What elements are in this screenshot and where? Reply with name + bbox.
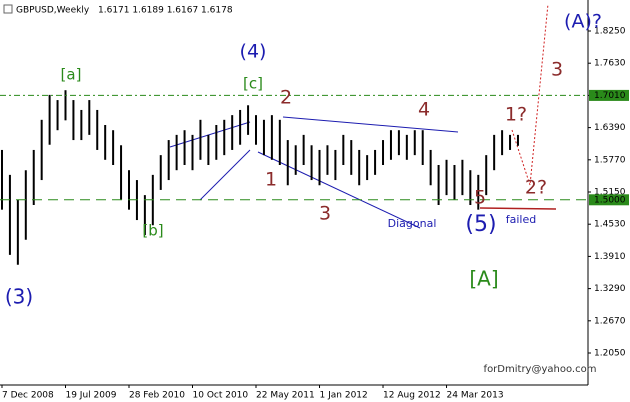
y-tick-label: 1.2050 <box>594 349 626 359</box>
y-tick-label: 1.4530 <box>594 220 626 230</box>
y-tick-label: 1.8250 <box>594 27 626 37</box>
trendline <box>169 121 251 148</box>
x-tick-label: 12 Aug 2012 <box>383 391 441 401</box>
symbol-icon <box>3 4 13 14</box>
y-tick-label: 1.3290 <box>594 284 626 294</box>
y-tick-label: 1.5150 <box>594 188 626 198</box>
wave-label: Diagonal <box>388 217 437 230</box>
trendline <box>199 149 251 201</box>
wave-label: [A] <box>469 267 498 291</box>
wave-label: 3 <box>551 59 563 81</box>
y-tick-label: 1.5770 <box>594 155 626 165</box>
drawings <box>169 3 557 229</box>
y-tick-label: 1.2670 <box>594 316 626 326</box>
trendline <box>282 116 459 133</box>
projection <box>511 3 549 186</box>
level-label: 1.5000 <box>594 195 626 205</box>
wave-label: (5) <box>465 212 496 237</box>
wave-label: [a] <box>61 66 82 84</box>
level-box <box>589 194 629 206</box>
wave-label: 2 <box>280 87 292 109</box>
x-tick-label: 24 Mar 2013 <box>447 391 504 401</box>
wave-label: 4 <box>418 99 430 121</box>
wave-label: (4) <box>240 41 267 63</box>
x-tick-label: 19 Jul 2009 <box>65 391 116 401</box>
level-box <box>589 89 629 101</box>
y-tick-label: 1.6390 <box>594 123 626 133</box>
wave-label: (3) <box>5 285 33 309</box>
y-tick-label: 1.3910 <box>594 252 626 262</box>
wave-label: 1 <box>265 169 277 191</box>
level-label: 1.7010 <box>594 91 626 101</box>
wave-label: [c] <box>243 75 263 93</box>
wave-label: forDmitry@yahoo.com <box>484 364 597 375</box>
wave-label: failed <box>506 213 536 226</box>
trendline <box>257 151 421 229</box>
chart-title: GBPUSD,Weekly <box>16 6 90 16</box>
x-tick-label: 10 Oct 2010 <box>193 391 249 401</box>
wave-label: (A)? <box>564 11 602 33</box>
x-tick-label: 28 Feb 2010 <box>129 391 185 401</box>
wave-label: 5 <box>474 187 486 209</box>
wave-label: [b] <box>142 222 163 240</box>
failed-line <box>479 207 557 210</box>
wave-label: 1? <box>505 104 527 126</box>
wave-label: 2? <box>525 177 547 199</box>
chart-subtitle: 1.6171 1.6189 1.6167 1.6178 <box>98 6 233 16</box>
x-tick-label: 1 Jan 2012 <box>320 391 368 401</box>
x-tick-label: 22 May 2011 <box>256 391 315 401</box>
y-tick-label: 1.7630 <box>594 59 626 69</box>
x-tick-label: 7 Dec 2008 <box>2 391 54 401</box>
wave-label: 3 <box>319 203 331 225</box>
